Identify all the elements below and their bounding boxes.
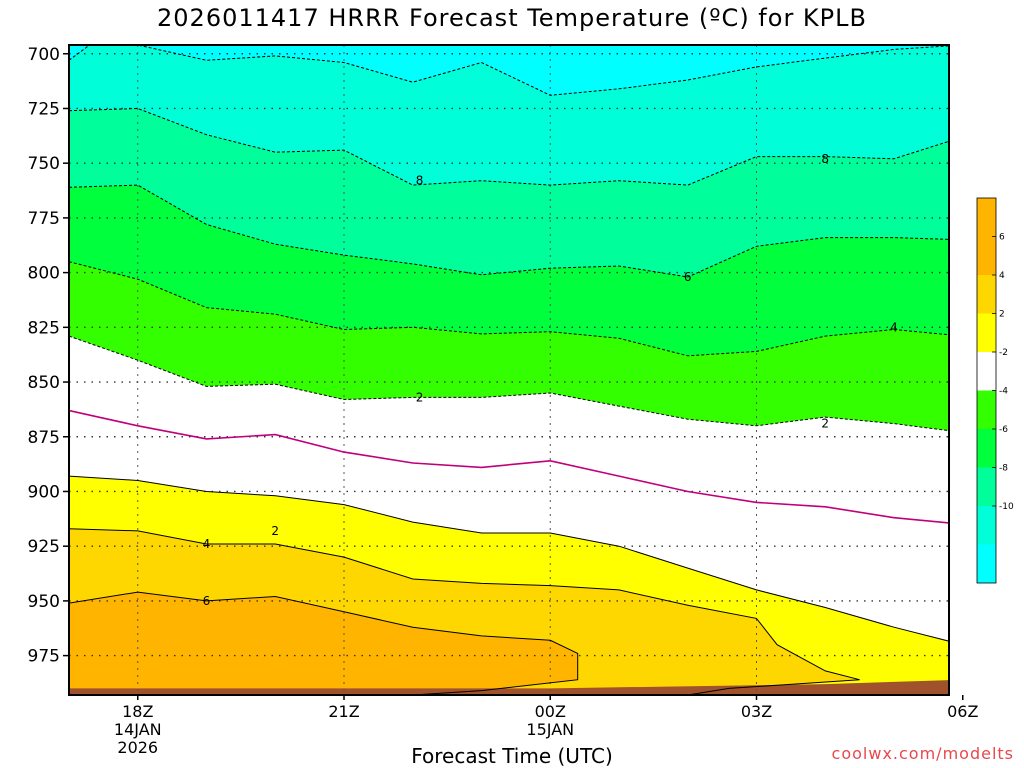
plot-frame bbox=[68, 44, 950, 696]
colorbar-label-7: -10 bbox=[999, 502, 1014, 512]
colorbar-label-5: -6 bbox=[999, 425, 1008, 435]
y-tick-label-850: 850 bbox=[28, 373, 60, 393]
x-tick-label-18Z: 18Z bbox=[122, 702, 153, 721]
colorbar-segment-8 bbox=[977, 506, 996, 545]
temperature-bands bbox=[69, 45, 949, 695]
site-credit: coolwx.com/modelts bbox=[831, 744, 1014, 763]
contour-label-2: 6 bbox=[684, 270, 692, 284]
y-tick-label-700: 700 bbox=[28, 45, 60, 65]
contour-label-6: 2 bbox=[821, 417, 829, 431]
band-below-6 bbox=[69, 592, 578, 695]
colorbar: 6 4 2 -2 -4 -6 -8 -10 bbox=[976, 197, 1014, 584]
y-tick-label-875: 875 bbox=[28, 428, 60, 448]
colorbar-segment-2 bbox=[977, 275, 996, 314]
x-date-label: 15JAN bbox=[526, 720, 574, 739]
colorbar-label-1: 4 bbox=[999, 271, 1005, 281]
contour-label-9: 6 bbox=[203, 594, 211, 608]
contour-label-0: 8 bbox=[416, 174, 424, 188]
isotherm--4 bbox=[69, 261, 949, 357]
contour-label-7: 2 bbox=[271, 524, 279, 538]
x-tick-label-06Z: 06Z bbox=[947, 702, 978, 721]
y-tick-label-950: 950 bbox=[28, 592, 60, 612]
contour-label-4: 4 bbox=[890, 320, 898, 334]
isotherm--2 bbox=[69, 335, 949, 432]
colorbar-segment-6 bbox=[977, 429, 996, 468]
colorbar-label-0: 6 bbox=[999, 233, 1005, 243]
y-tick-label-725: 725 bbox=[28, 99, 60, 119]
colorbar-label-2: 2 bbox=[999, 310, 1005, 320]
y-axis: 700 725 750 775 800 825 850 875 900 925 950 975 bbox=[28, 45, 69, 667]
y-tick-label-975: 975 bbox=[28, 647, 60, 667]
x-tick-label-21Z: 21Z bbox=[328, 702, 359, 721]
x-tick-label-00Z: 00Z bbox=[535, 702, 566, 721]
x-date-label: 14JAN bbox=[114, 720, 162, 739]
colorbar-segment-4 bbox=[977, 352, 996, 391]
colorbar-label-4: -4 bbox=[999, 387, 1008, 397]
colorbar-label-3: -2 bbox=[999, 348, 1008, 358]
colorbar-segment-1 bbox=[977, 236, 996, 275]
x-tick-label-03Z: 03Z bbox=[741, 702, 772, 721]
isotherm-0 bbox=[69, 409, 949, 524]
y-tick-label-900: 900 bbox=[28, 482, 60, 502]
isotherm-2 bbox=[69, 475, 949, 642]
terrain-surface bbox=[69, 680, 949, 695]
x-axis: 18Z14JAN202621Z00Z15JAN03Z06Z09Z bbox=[114, 695, 978, 757]
colorbar-label-6: -8 bbox=[999, 464, 1008, 474]
colorbar-segment-9 bbox=[977, 544, 996, 583]
colorbar-segment-3 bbox=[977, 313, 996, 352]
isotherm-lines bbox=[69, 45, 949, 695]
y-tick-label-750: 750 bbox=[28, 154, 60, 174]
isotherm--6 bbox=[69, 184, 949, 278]
isotherm-4 bbox=[69, 528, 860, 695]
y-tick-label-800: 800 bbox=[28, 264, 60, 284]
isotherm-6 bbox=[69, 591, 579, 695]
colorbar-segment-5 bbox=[977, 390, 996, 429]
y-tick-label-775: 775 bbox=[28, 209, 60, 229]
contour-label-8: 4 bbox=[203, 537, 211, 551]
contour-labels: 8866422246 bbox=[203, 152, 898, 608]
colorbar-segment-7 bbox=[977, 467, 996, 506]
colorbar-segment-0 bbox=[977, 198, 996, 237]
y-tick-label-825: 825 bbox=[28, 318, 60, 338]
contour-label-5: 2 bbox=[416, 390, 424, 404]
terrain-fill bbox=[69, 680, 949, 695]
contour-label-1: 8 bbox=[821, 152, 829, 166]
x-axis-label: Forecast Time (UTC) bbox=[411, 744, 613, 768]
x-year-label: 2026 bbox=[117, 738, 158, 757]
isotherm--10 bbox=[69, 45, 949, 96]
chart-title: 2026011417 HRRR Forecast Temperature (ºC… bbox=[157, 4, 867, 32]
y-tick-label-925: 925 bbox=[28, 537, 60, 557]
